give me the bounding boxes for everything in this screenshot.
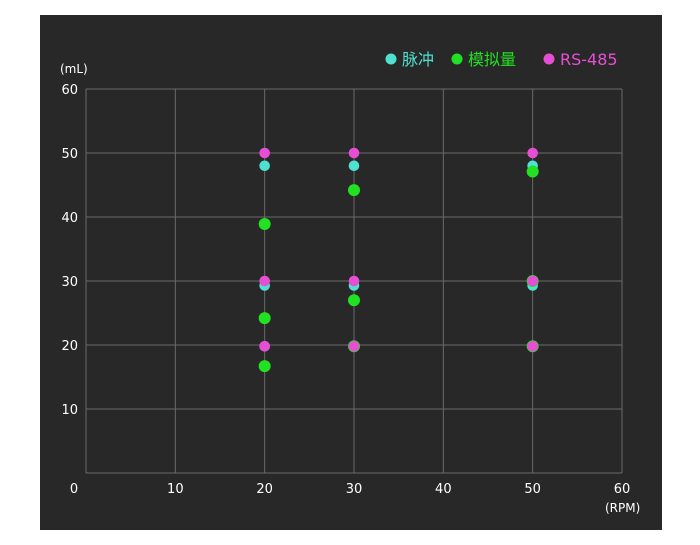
data-point-3 (527, 275, 538, 287)
legend-marker (543, 53, 555, 65)
y-axis-unit-label: (mL) (60, 62, 88, 76)
x-tick-label: 40 (435, 482, 452, 497)
data-point-3 (259, 275, 270, 287)
x-tick-label: 20 (256, 482, 273, 497)
y-tick-label: 10 (61, 403, 78, 418)
data-points (258, 147, 539, 373)
data-point-3 (527, 147, 538, 159)
legend: 脉冲 模拟量 RS-485 (385, 50, 618, 69)
tick-labels: 0 10 20 30 40 50 60 10 20 30 40 50 60 (61, 83, 630, 497)
chart-panel: 0 10 20 30 40 50 60 10 20 30 40 50 60 (mL) (RPM) 脉冲 模… (40, 15, 662, 530)
x-tick-label: 10 (167, 482, 184, 497)
legend-marker (451, 53, 463, 65)
y-tick-label: 60 (61, 83, 78, 98)
legend-marker (385, 53, 397, 65)
x-tick-label: 0 (70, 482, 78, 497)
data-point-3 (259, 340, 270, 352)
y-tick-label: 30 (61, 275, 78, 290)
y-tick-label: 50 (61, 147, 78, 162)
y-tick-label: 40 (61, 211, 78, 226)
data-point-3 (348, 147, 360, 159)
data-point-3 (259, 147, 270, 159)
scatter-chart: 0 10 20 30 40 50 60 10 20 30 40 50 60 (mL) (RPM) 脉冲 模… (60, 50, 640, 515)
y-tick-label: 20 (61, 339, 78, 354)
data-point-3 (348, 340, 360, 352)
data-point-3 (527, 340, 538, 352)
data-point-2 (348, 294, 360, 307)
x-tick-label: 60 (614, 482, 631, 497)
data-point-2 (526, 165, 539, 178)
data-point-2 (258, 312, 271, 325)
data-point-1 (259, 160, 270, 172)
data-point-2 (258, 218, 271, 231)
data-point-3 (348, 275, 360, 287)
data-point-2 (258, 360, 271, 373)
x-tick-label: 30 (346, 482, 363, 497)
x-axis-unit-label: (RPM) (605, 501, 640, 515)
data-point-1 (348, 160, 360, 172)
legend-label: 模拟量 (468, 50, 516, 69)
x-tick-label: 50 (524, 482, 541, 497)
legend-label: 脉冲 (402, 50, 434, 69)
data-point-2 (348, 184, 360, 197)
legend-label: RS-485 (560, 50, 618, 69)
